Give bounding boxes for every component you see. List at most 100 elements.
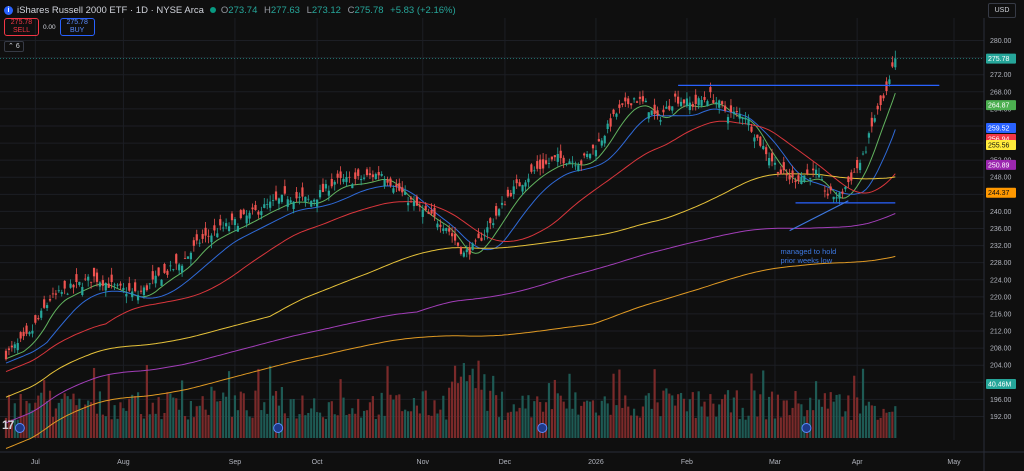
candle-body [274,191,278,200]
candle-body [662,109,665,113]
sell-label: SELL [12,27,31,34]
candle-body [368,173,372,176]
candle-body [248,212,251,219]
candle-body [45,305,49,309]
volume-bar [885,412,888,438]
candle-body [721,101,724,105]
ma-green-line [5,92,896,360]
volume-bar [782,400,785,438]
candle-body [119,283,122,286]
candle-body [4,350,8,360]
volume-bar [756,416,759,438]
candle-body [747,118,750,126]
volume-bar [233,395,237,438]
volume-bar [330,401,333,438]
volume-bar [210,386,213,438]
volume-bar [515,411,518,438]
volume-bar [662,390,665,438]
candle-body [776,172,780,174]
candle-body [465,249,468,253]
candle-body [163,264,166,273]
candle-body [621,103,624,105]
volume-bar [13,403,16,438]
candle-body [521,185,524,192]
candle-body [154,275,157,284]
sell-button[interactable]: 275.78 SELL [4,18,39,36]
candle-body [706,101,709,107]
volume-bar [181,380,184,438]
volume-bar [891,411,894,438]
volume-bar [10,419,13,438]
volume-bar [31,410,34,438]
volume-bar [339,379,342,438]
candle-body [647,112,650,119]
x-tick-label: Jul [31,459,40,466]
candle-body [685,98,689,107]
candle-body [715,102,718,104]
candle-body [348,176,351,178]
volume-bar [674,405,677,438]
candle-body [104,282,107,291]
volume-bar [556,393,559,438]
candle-body [37,318,40,320]
volume-bar [269,365,272,438]
candle-body [427,211,430,214]
candle-body [330,178,333,187]
candle-body [213,225,216,231]
candle-body [627,98,630,105]
candle-body [838,192,841,199]
volume-bar [131,394,134,438]
volume-bar [242,393,245,438]
candle-body [25,325,28,334]
candle-body [492,223,495,226]
volume-bar [169,393,172,438]
y-tick-label: 272.00 [990,72,1012,79]
candle-body [13,344,16,349]
candle-body [442,228,445,231]
trend-line [789,200,849,232]
candle-body [606,123,609,130]
candle-body [861,153,865,155]
volume-bar [360,417,363,438]
candle-body [60,292,63,294]
symbol-title[interactable]: iShares Russell 2000 ETF · 1D · NYSE Arc… [17,4,204,16]
candle-body [98,282,102,287]
candle-body [398,183,401,191]
volume-bar [175,398,178,438]
candle-body [779,169,782,175]
candle-body [512,186,515,195]
symbol-header: i iShares Russell 2000 ETF · 1D · NYSE A… [4,3,456,17]
volume-bar [682,398,686,438]
ma-price-tag: 259.52 [988,126,1010,133]
candle-body [618,104,621,108]
volume-bar [37,395,40,438]
candle-body [357,169,360,176]
indicators-toggle[interactable]: ⌃ 6 [4,41,24,52]
volume-bar [732,397,735,438]
volume-bar [78,398,81,438]
volume-bar [336,415,339,438]
currency-selector[interactable]: USD [988,3,1016,18]
volume-bar [867,401,870,438]
volume-bar [700,406,703,438]
candle-body [471,243,474,251]
candle-body [750,126,753,132]
candle-body [539,159,542,169]
info-icon[interactable]: i [4,5,13,15]
volume-bar [841,416,844,438]
ma-purple-line [5,213,896,424]
candle-body [175,254,178,264]
candle-body [879,95,882,106]
volume-bar [107,374,110,438]
candle-body [227,226,231,231]
candle-body [791,170,794,178]
candle-body [817,173,821,178]
buy-button[interactable]: 275.78 BUY [59,18,95,36]
candle-body [891,62,894,67]
volume-bar [136,392,140,438]
volume-bar [773,418,777,438]
candle-body [489,218,492,224]
candle-body [694,94,697,104]
candle-body [392,188,395,193]
